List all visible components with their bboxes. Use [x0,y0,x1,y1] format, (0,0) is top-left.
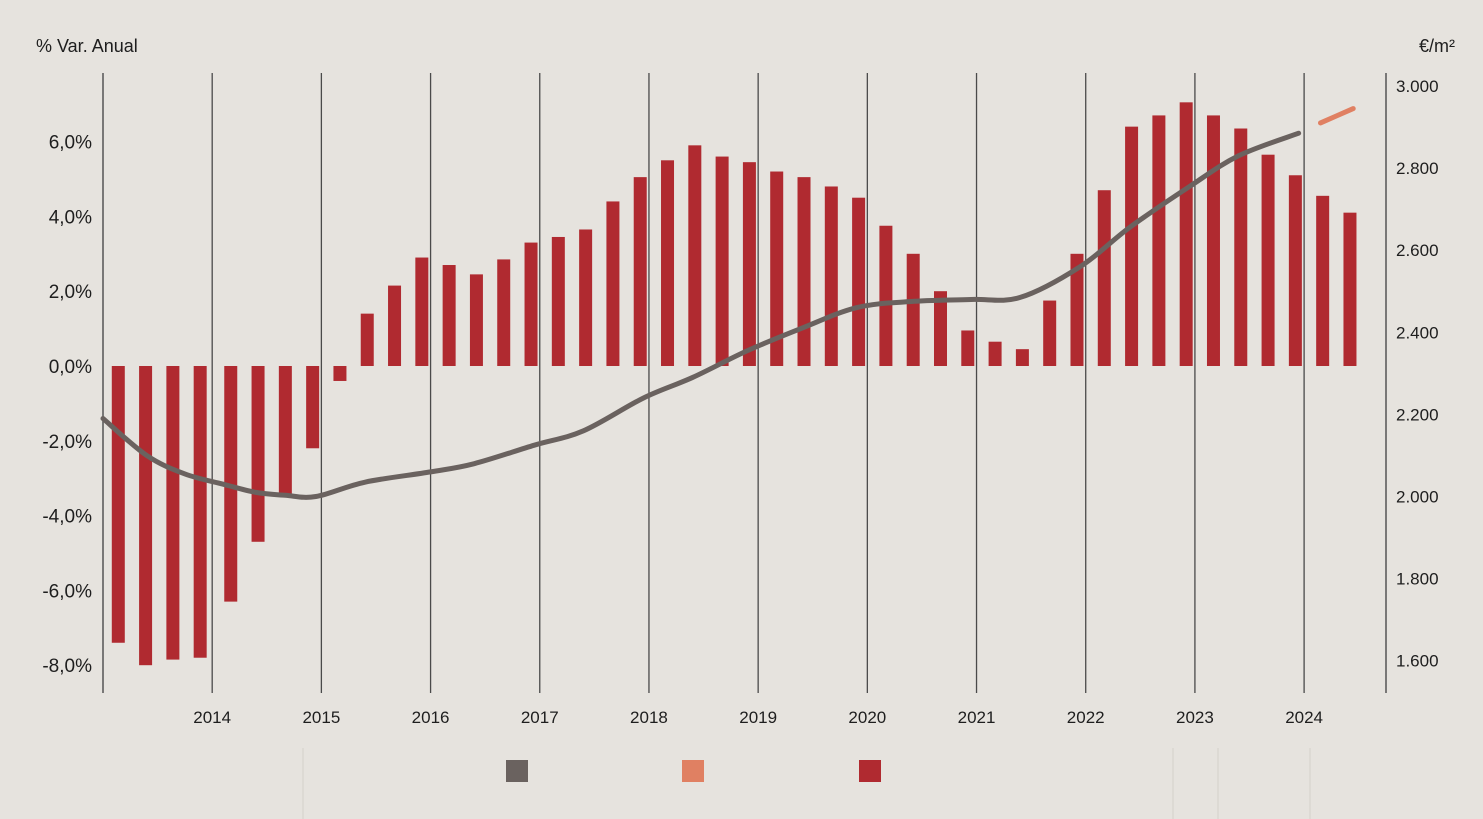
bar [278,366,292,496]
bar [906,253,920,366]
right-axis-label: €/m² [1419,36,1455,56]
bar [524,242,538,366]
bar [1179,102,1193,366]
bar [606,201,620,366]
bar [797,177,811,366]
bar [139,366,153,666]
left-tick-label: 4,0% [49,207,92,228]
bar [469,274,483,366]
grid-layer [102,73,1387,693]
bar [579,229,593,366]
left-tick-label: 6,0% [49,133,92,154]
left-tick-label: -8,0% [42,656,92,677]
right-tick-label: 1.800 [1396,570,1439,589]
left-tick-label: -4,0% [42,507,92,528]
bar [1288,175,1302,366]
x-tick-label: 2015 [302,708,340,727]
left-axis-label: % Var. Anual [36,36,138,56]
right-tick-label: 2.800 [1396,159,1439,178]
x-tick-label: 2022 [1067,708,1105,727]
axis-layer: % Var. Anual €/m² 2014 2015 2016 2017 2018 20… [36,36,1455,727]
left-tick-label: -2,0% [42,432,92,453]
bar [633,177,647,366]
x-tick-label: 2024 [1285,708,1323,727]
left-tick-label: 2,0% [49,282,92,303]
legend [302,748,1311,819]
bar [497,259,511,366]
bar [442,265,456,366]
x-tick-label: 2021 [958,708,996,727]
right-tick-label: 2.400 [1396,323,1439,342]
left-tick-label: 0,0% [49,357,92,378]
right-tick-label: 1.600 [1396,652,1439,671]
price-line [100,130,1302,500]
bar [770,171,784,366]
bar [1261,154,1275,366]
forecast-line [1317,106,1356,126]
right-tick-label: 2.000 [1396,488,1439,507]
x-tick-label: 2019 [739,708,777,727]
bar [415,257,429,366]
bar [1097,190,1111,366]
x-tick-label: 2018 [630,708,668,727]
bar [824,186,838,366]
x-tick-label: 2014 [193,708,231,727]
x-tick-label: 2020 [848,708,886,727]
bar [1152,115,1166,366]
bar [360,313,374,366]
bar [193,366,207,658]
x-tick-label: 2016 [412,708,450,727]
bar [251,366,265,542]
bar [961,330,975,366]
bar [933,291,947,366]
bar [111,366,125,643]
bar [1316,195,1330,366]
bar [1125,126,1139,366]
bar [1015,349,1029,366]
bar [879,225,893,366]
bar [166,366,180,660]
right-tick-label: 2.200 [1396,405,1439,424]
legend-swatch [859,760,881,782]
bar [715,156,729,366]
bar-layer [111,102,1357,666]
bar [1234,128,1248,366]
bar [388,285,402,366]
bar [1343,212,1357,366]
x-tick-label: 2017 [521,708,559,727]
bar [688,145,702,366]
legend-swatch [682,760,704,782]
bar [551,236,565,366]
bar [1206,115,1220,366]
right-tick-label: 3.000 [1396,77,1439,96]
bar [852,197,866,366]
bar [333,366,347,381]
bar [988,341,1002,366]
right-tick-label: 2.600 [1396,241,1439,260]
bar [1070,253,1084,366]
bar [1043,300,1057,366]
bar [661,160,675,366]
line-layer [100,106,1356,500]
x-tick-label: 2023 [1176,708,1214,727]
legend-swatch [506,760,528,782]
bar [742,162,756,366]
left-tick-label: -6,0% [42,581,92,602]
bar [306,366,320,449]
